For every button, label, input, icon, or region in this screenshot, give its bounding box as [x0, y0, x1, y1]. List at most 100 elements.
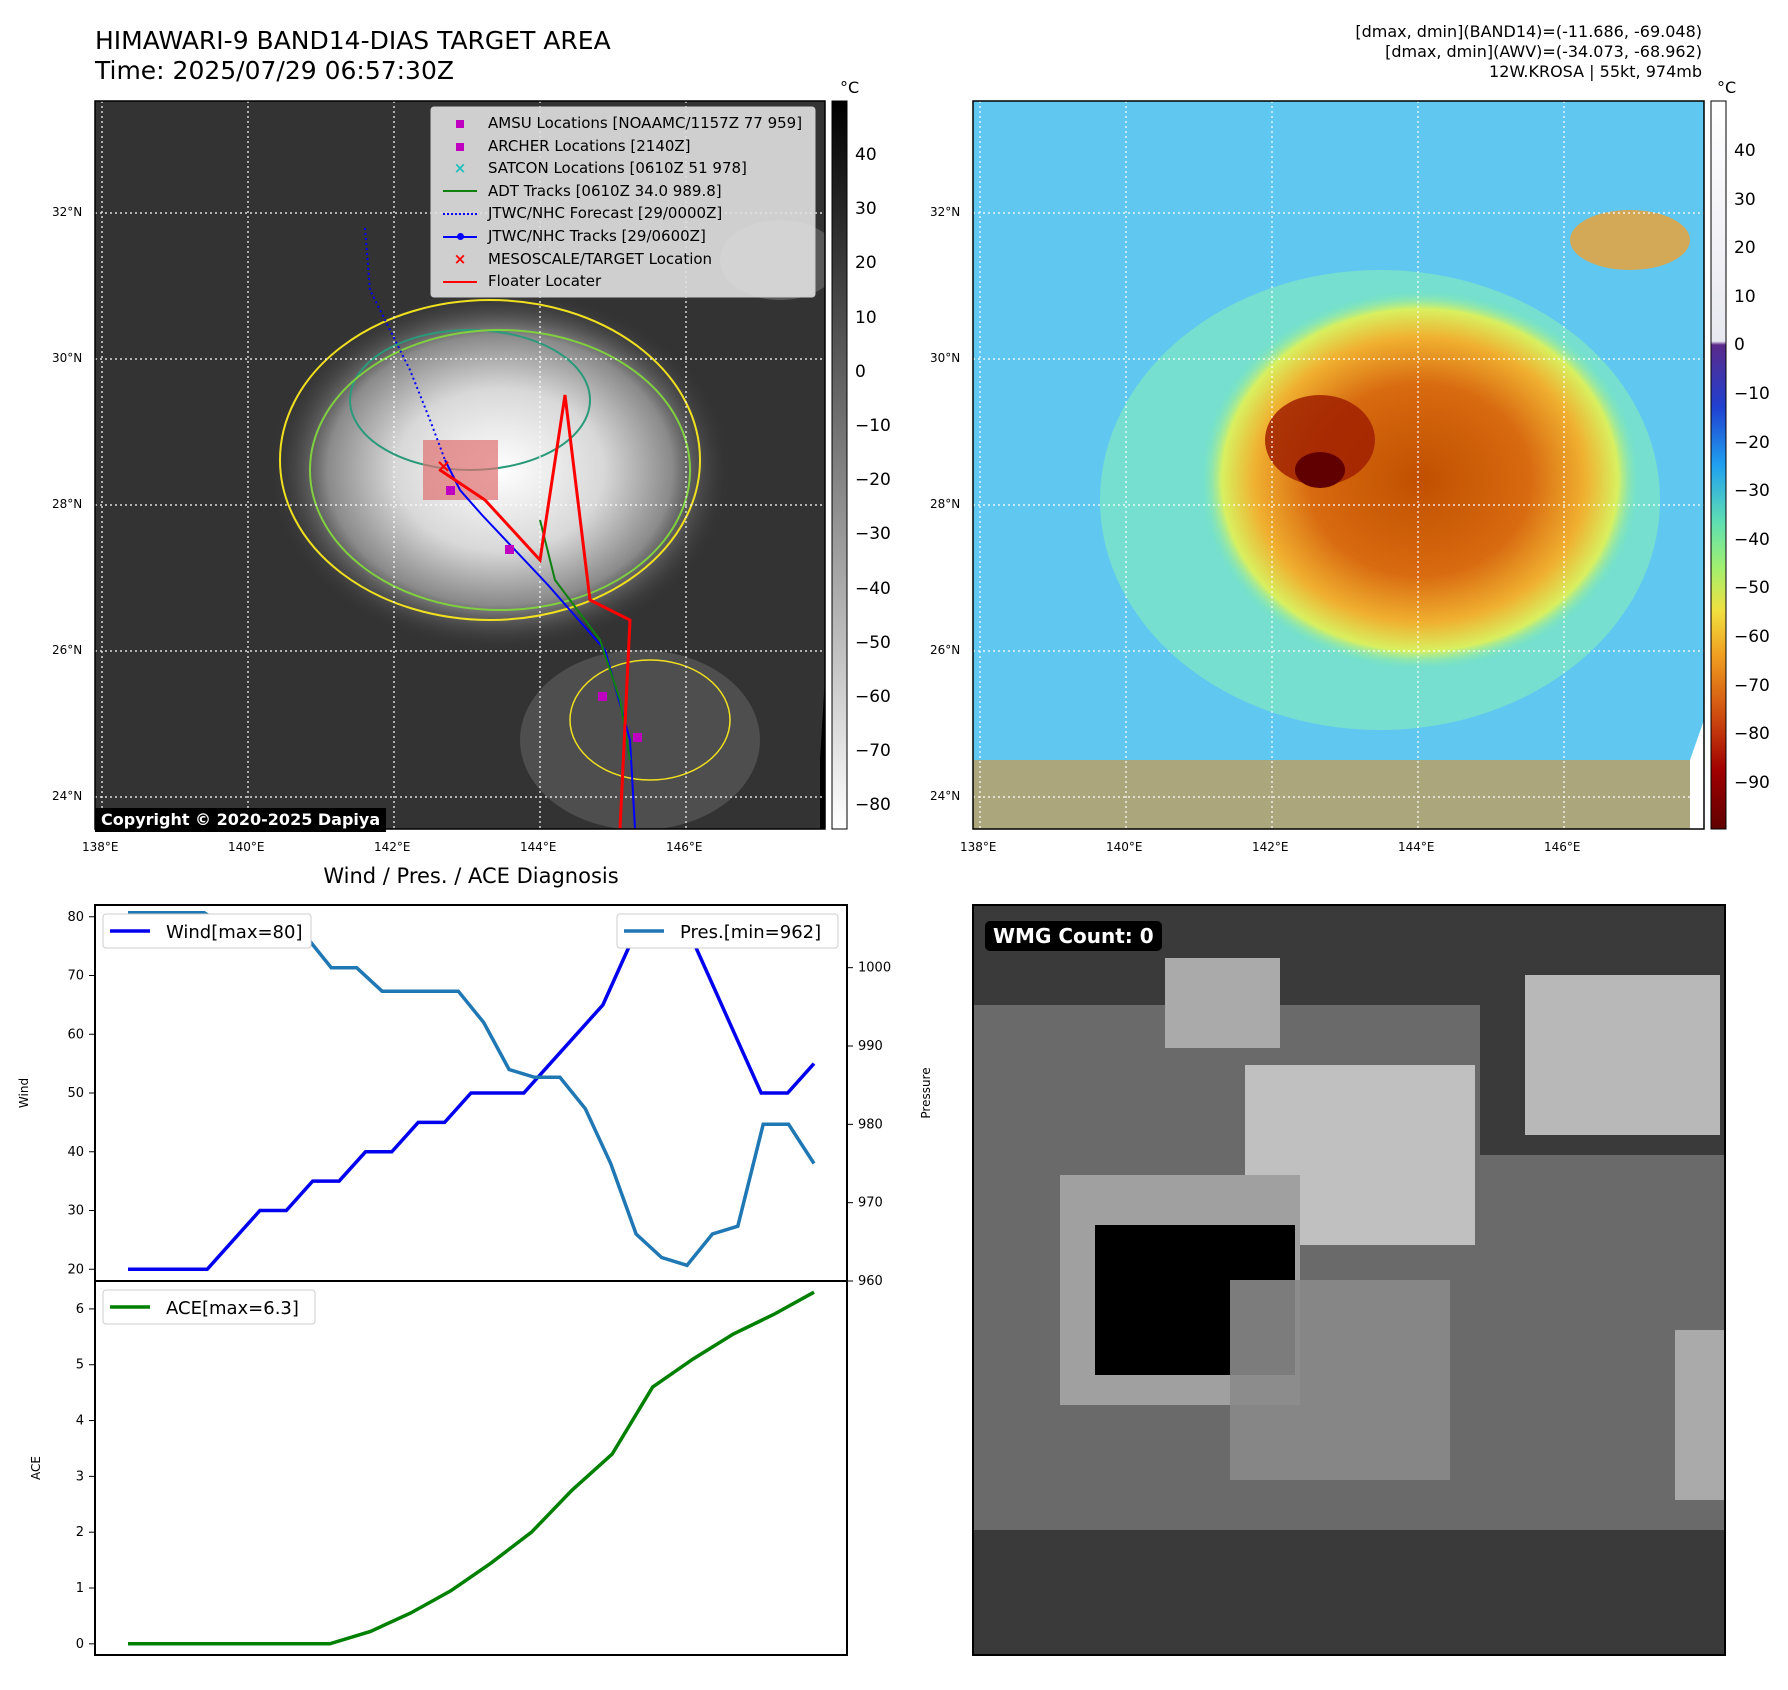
- best-track: [444, 459, 636, 830]
- wind-pressure-chart: 20 30 40 50 60 70 80 960 970 980 990 1000 Wind Pre…: [17, 904, 933, 1289]
- forecast-track: [364, 227, 446, 461]
- band14-range: [dmax, dmin](BAND14)=(-11.686, -69.048): [1355, 22, 1702, 41]
- wind-legend: Wind[max=80]: [102, 913, 312, 949]
- wv-lat-tick: 28°N: [930, 497, 961, 511]
- y-tick-label: 3: [76, 1469, 84, 1484]
- legend-label: AMSU Locations [NOAAMC/1157Z 77 959]: [488, 114, 803, 132]
- ir-colorbar-tick: 40: [855, 145, 877, 165]
- wv-colorbar-tick: −40: [1734, 529, 1770, 550]
- ir-lat-tick: 30°N: [52, 351, 83, 365]
- title-line-2: Time: 2025/07/29 06:57:30Z: [95, 56, 454, 85]
- wv-colorbar-tick: 30: [1734, 189, 1756, 210]
- legend-entry: × SATCON Locations [0610Z 51 978]: [440, 157, 747, 179]
- wind-y-ticks: 20 30 40 50 60 70 80: [67, 910, 95, 1277]
- y-tick-label: 60: [67, 1027, 84, 1042]
- wv-lat-tick: 32°N: [930, 205, 961, 219]
- y-tick-label: 6: [76, 1302, 84, 1317]
- y-tick-label: 50: [67, 1086, 84, 1101]
- wv-lon-tick: 144°E: [1398, 840, 1435, 854]
- wind-legend-label: Wind[max=80]: [166, 922, 303, 943]
- ir-lon-tick: 142°E: [374, 840, 411, 854]
- diagnosis-title: Wind / Pres. / ACE Diagnosis: [323, 864, 618, 888]
- wv-colorbar-tick: 10: [1734, 286, 1756, 307]
- ir-colorbar-tick: −20: [855, 470, 891, 491]
- ir-lon-tick: 144°E: [520, 840, 557, 854]
- y-tick-label: 70: [67, 969, 84, 984]
- legend-swatch: [440, 137, 480, 155]
- wmg-panel: [972, 904, 1726, 1656]
- ir-colorbar-unit: °C: [840, 78, 860, 97]
- ir-colorbar-tick: −30: [855, 524, 891, 545]
- ace-ylabel: ACE: [29, 1456, 43, 1480]
- y-tick-label: 2: [76, 1525, 84, 1540]
- y-tick-label: 960: [858, 1274, 883, 1289]
- ir-lat-tick: 28°N: [52, 497, 83, 511]
- figure-title: HIMAWARI-9 BAND14-DIAS TARGET AREA Time:…: [95, 26, 611, 86]
- wv-lat-tick: 24°N: [930, 789, 961, 803]
- legend-entry: × MESOSCALE/TARGET Location: [440, 248, 712, 270]
- y-tick-label: 990: [858, 1039, 883, 1054]
- legend-label: JTWC/NHC Forecast [29/0000Z]: [488, 204, 723, 223]
- ir-colorbar-tick: −60: [855, 687, 891, 707]
- y-tick-label: 5: [76, 1358, 84, 1373]
- legend-entry: Floater Locater: [440, 270, 601, 292]
- legend-label: ADT Tracks [0610Z 34.0 989.8]: [488, 181, 722, 200]
- ir-colorbar-tick: −10: [855, 416, 891, 436]
- y-tick-label: 970: [858, 1196, 883, 1211]
- wv-lon-tick: 146°E: [1544, 840, 1581, 854]
- adt-track: [539, 519, 631, 761]
- legend-label: SATCON Locations [0610Z 51 978]: [488, 159, 747, 178]
- y-tick-label: 980: [858, 1117, 883, 1132]
- legend-label: JTWC/NHC Tracks [29/0600Z]: [488, 227, 706, 245]
- legend-label: MESOSCALE/TARGET Location: [488, 249, 713, 268]
- wv-colorbar-tick: 40: [1734, 141, 1756, 161]
- wv-lon-tick: 138°E: [960, 840, 997, 854]
- ace-y-ticks: 0 1 2 3 4 5 6: [76, 1302, 95, 1652]
- y-tick-label: 1: [76, 1581, 84, 1596]
- ir-cloud-mass: [270, 290, 730, 650]
- wv-colorbar-tick: −30: [1734, 481, 1770, 502]
- legend-entry: ARCHER Locations [2140Z]: [440, 135, 691, 157]
- wv-colorbar-tick: 0: [1734, 335, 1745, 356]
- ace-chart: 0 1 2 3 4 5 6 ACE ACE[max=6.3]: [29, 1280, 848, 1656]
- y-tick-label: 40: [67, 1145, 84, 1160]
- ir-lat-tick: 26°N: [52, 643, 83, 657]
- ir-colorbar-tick: 30: [855, 199, 877, 220]
- wind-series-line: [128, 915, 816, 1272]
- wv-colorbar-unit: °C: [1717, 78, 1737, 97]
- ace-legend: ACE[max=6.3]: [102, 1289, 316, 1325]
- ir-lon-tick: 140°E: [228, 840, 265, 854]
- floater-track: [439, 394, 632, 830]
- wv-lon-tick: 142°E: [1252, 840, 1289, 854]
- legend-label: ARCHER Locations [2140Z]: [488, 136, 691, 155]
- wv-colorbar-tick: −60: [1734, 627, 1770, 647]
- ir-tracks: ×: [364, 227, 642, 830]
- legend-entry: ADT Tracks [0610Z 34.0 989.8]: [440, 180, 722, 202]
- ir-colorbar-tick: −50: [855, 632, 891, 653]
- ir-colorbar-tick: −70: [855, 741, 891, 762]
- wv-colorbar: [1710, 100, 1727, 830]
- legend-entry: JTWC/NHC Forecast [29/0000Z]: [440, 202, 722, 224]
- y-tick-label: 4: [76, 1414, 84, 1429]
- awv-range: [dmax, dmin](AWV)=(-34.073, -68.962): [1385, 42, 1702, 61]
- wv-colorbar-tick: −80: [1734, 724, 1770, 745]
- legend-entry: JTWC/NHC Tracks [29/0600Z]: [440, 225, 706, 247]
- ir-lat-tick: 24°N: [52, 789, 83, 803]
- legend-label: Floater Locater: [488, 272, 602, 291]
- ace-legend-label: ACE[max=6.3]: [166, 1298, 299, 1319]
- ir-colorbar-tick: 0: [855, 361, 866, 382]
- legend-swatch: [440, 204, 480, 222]
- ir-lon-tick: 138°E: [82, 840, 119, 854]
- y-tick-label: 80: [67, 910, 84, 925]
- y-tick-label: 1000: [858, 961, 891, 976]
- wv-lat-tick: 26°N: [930, 643, 961, 657]
- wv-colorbar-tick: 20: [1734, 238, 1756, 259]
- legend-swatch: [440, 182, 480, 200]
- legend-swatch: [440, 114, 480, 132]
- wv-gridlines: [973, 101, 1704, 829]
- pressure-y-ticks: 960 970 980 990 1000: [847, 961, 891, 1289]
- track-legend: [430, 106, 816, 298]
- y-tick-label: 20: [67, 1262, 84, 1277]
- ir-colorbar-tick: −80: [855, 795, 891, 816]
